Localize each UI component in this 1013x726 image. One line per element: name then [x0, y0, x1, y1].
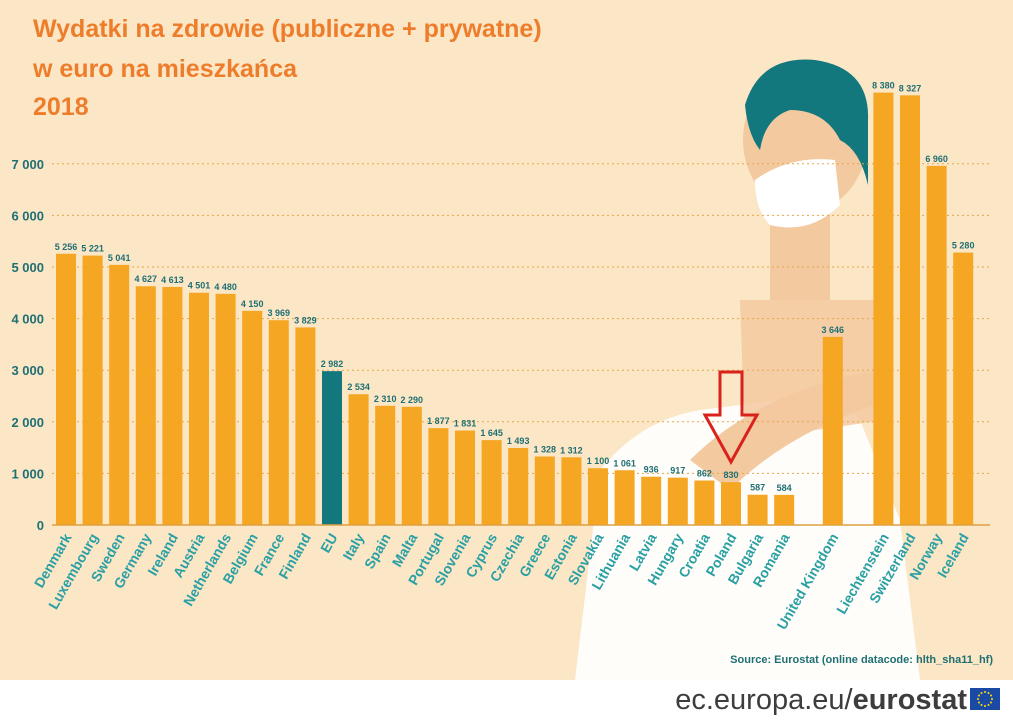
value-label: 5 221: [81, 244, 104, 254]
bar-italy: [348, 394, 369, 525]
y-tick-label: 2 000: [11, 415, 44, 430]
value-label: 584: [777, 483, 792, 493]
value-label: 1 061: [613, 458, 636, 468]
bar-estonia: [561, 457, 582, 525]
chart-title-line-3: 2018: [33, 93, 89, 121]
value-label: 4 627: [135, 274, 158, 284]
value-label: 2 310: [374, 394, 397, 404]
bar-finland: [295, 327, 316, 525]
value-label: 8 327: [899, 83, 922, 93]
bar-poland: [721, 482, 741, 525]
value-label: 4 480: [214, 282, 237, 292]
bar-czechia: [508, 447, 529, 525]
arrow-shape: [702, 370, 760, 466]
bar-norway: [926, 165, 947, 525]
value-label: 1 328: [534, 444, 557, 454]
value-label: 1 877: [427, 416, 450, 426]
bar-hungary: [667, 477, 688, 525]
chart-bars: [56, 92, 974, 526]
bar-ireland: [162, 286, 183, 525]
chart-title-line-2: w euro na mieszkańca: [33, 55, 298, 83]
value-label: 862: [697, 469, 712, 479]
footer: [0, 680, 1013, 726]
source-note: Source: Eurostat (online datacode: hlth_…: [730, 654, 993, 666]
bar-latvia: [641, 476, 662, 525]
bar-united-kingdom: [822, 336, 843, 525]
bar-value-labels: 5 256 5 221 5 041 4 627 4 613 4 501 4 480 4 150…: [55, 81, 975, 493]
bar-slovenia: [455, 430, 475, 525]
value-label: 4 501: [188, 281, 211, 291]
bar-malta: [401, 406, 422, 525]
value-label: 1 645: [480, 428, 503, 438]
chart-title-line-1: Wydatki na zdrowie (publiczne + prywatne…: [33, 15, 542, 43]
value-label: 4 150: [241, 299, 264, 309]
value-label: 1 312: [560, 445, 583, 455]
bar-iceland: [953, 252, 974, 525]
value-label: 5 256: [55, 242, 78, 252]
footer-brand-name: eurostat: [852, 684, 967, 716]
value-label: 3 829: [294, 315, 317, 325]
bar-greece: [534, 456, 555, 525]
bar-switzerland: [900, 95, 920, 526]
value-label: 6 960: [925, 154, 948, 164]
poland-arrow-icon: [702, 370, 760, 466]
value-label: 2 534: [347, 382, 370, 392]
value-label: 830: [723, 470, 738, 480]
bar-austria: [189, 292, 209, 525]
value-label: 3 646: [822, 325, 845, 335]
bar-croatia: [694, 480, 715, 525]
y-tick-label: 1 000: [11, 466, 44, 481]
bar-france: [268, 320, 289, 525]
y-tick-label: 0: [37, 518, 44, 533]
footer-domain: ec.europa.eu/: [675, 684, 853, 716]
bar-lithuania: [614, 470, 635, 525]
value-label: 1 831: [454, 419, 477, 429]
bar-spain: [375, 405, 396, 525]
value-label: 917: [670, 466, 685, 476]
bar-netherlands: [215, 293, 236, 525]
value-label: 5 041: [108, 253, 131, 263]
footer-brand: ec.europa.eu/eurostat: [675, 684, 967, 717]
value-label: 2 290: [401, 395, 424, 405]
y-tick-label: 4 000: [11, 312, 44, 327]
y-tick-label: 5 000: [11, 260, 44, 275]
bar-cyprus: [481, 440, 502, 525]
bar-sweden: [109, 264, 130, 525]
bar-belgium: [242, 310, 263, 525]
value-label: 5 280: [952, 241, 975, 251]
eu-flag-icon: [970, 688, 1000, 710]
y-tick-label: 6 000: [11, 208, 44, 223]
bar-liechtenstein: [873, 92, 894, 525]
chart: 0 1 000 2 000 3 000 4 000 5 000 6 000 7 000 5 2…: [0, 0, 1013, 680]
bar-romania: [774, 494, 795, 525]
bar-slovakia: [588, 468, 608, 525]
bar-portugal: [428, 428, 449, 525]
value-label: 936: [644, 465, 659, 475]
bar-bulgaria: [747, 494, 768, 525]
y-axis-tick-labels: 0 1 000 2 000 3 000 4 000 5 000 6 000 7 000: [11, 157, 44, 533]
bar-eu: [322, 371, 342, 525]
value-label: 1 100: [587, 456, 610, 466]
bar-denmark: [56, 253, 76, 525]
value-label: 2 982: [321, 359, 344, 369]
value-label: 4 613: [161, 275, 184, 285]
value-label: 8 380: [872, 81, 895, 91]
y-tick-label: 3 000: [11, 363, 44, 378]
value-label: 587: [750, 483, 765, 493]
bar-germany: [135, 286, 156, 525]
value-label: 3 969: [268, 308, 291, 318]
value-label: 1 493: [507, 436, 530, 446]
y-tick-label: 7 000: [11, 157, 44, 172]
bar-luxembourg: [82, 255, 103, 525]
